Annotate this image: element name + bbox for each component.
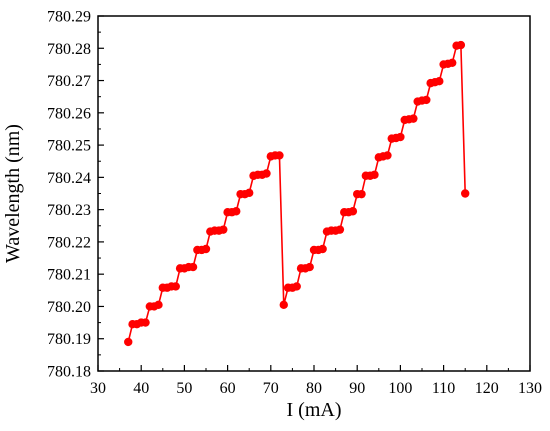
data-point xyxy=(357,189,366,199)
data-point xyxy=(292,282,301,291)
data-point xyxy=(370,170,379,179)
data-point xyxy=(348,207,358,216)
series-line xyxy=(127,44,466,343)
data-point xyxy=(461,189,470,198)
data-point xyxy=(245,188,254,198)
x-axis-title: I (mA) xyxy=(287,399,342,421)
data-point xyxy=(422,95,431,105)
data-point xyxy=(335,225,345,234)
x-axis-ticks: 30 40 50 60 70 80 90 100 110 120 130 xyxy=(90,365,542,397)
data-point xyxy=(396,132,405,142)
data-point xyxy=(383,151,392,160)
data-point xyxy=(409,114,418,123)
data-point xyxy=(279,300,288,310)
y-tick-label: 780.25 xyxy=(47,138,91,155)
x-tick-label: 30 xyxy=(90,380,106,397)
series-layer xyxy=(124,40,470,347)
data-point xyxy=(124,337,133,347)
data-point xyxy=(141,318,150,327)
y-tick-label: 780.19 xyxy=(47,331,91,348)
data-point xyxy=(448,58,457,67)
y-tick-label: 780.23 xyxy=(47,202,91,219)
data-point xyxy=(154,300,163,310)
x-tick-label: 60 xyxy=(220,380,236,397)
x-tick-label: 110 xyxy=(432,380,455,397)
data-point xyxy=(435,76,444,86)
data-point xyxy=(275,151,284,160)
x-tick-label: 50 xyxy=(176,380,192,397)
y-axis-title: Wavelength (nm) xyxy=(2,124,24,263)
y-tick-label: 780.21 xyxy=(47,267,91,284)
data-point xyxy=(262,169,271,178)
data-point xyxy=(188,262,198,272)
x-tick-label: 40 xyxy=(133,380,149,397)
y-tick-label: 780.22 xyxy=(47,234,91,251)
x-tick-label: 80 xyxy=(306,380,322,397)
data-point xyxy=(305,262,314,272)
x-tick-label: 100 xyxy=(388,380,412,397)
data-point xyxy=(456,40,466,50)
y-tick-label: 780.26 xyxy=(47,105,91,122)
y-tick-label: 780.20 xyxy=(47,299,91,316)
y-tick-label: 780.28 xyxy=(47,41,91,58)
data-point xyxy=(318,244,327,254)
x-tick-label: 70 xyxy=(263,380,279,397)
data-point xyxy=(219,225,228,234)
x-tick-label: 90 xyxy=(349,380,365,397)
x-tick-label: 120 xyxy=(475,380,499,397)
y-tick-label: 780.27 xyxy=(47,73,91,90)
y-tick-label: 780.24 xyxy=(47,170,91,187)
y-tick-label: 780.29 xyxy=(47,9,91,26)
data-point xyxy=(201,244,211,254)
y-axis-ticks: 780.18 780.19 780.20 780.21 780.22 780.23 780.… xyxy=(47,9,104,381)
x-tick-label: 130 xyxy=(518,380,542,397)
y-tick-label: 780.18 xyxy=(47,364,91,381)
data-point xyxy=(232,207,241,216)
data-point xyxy=(171,282,180,291)
